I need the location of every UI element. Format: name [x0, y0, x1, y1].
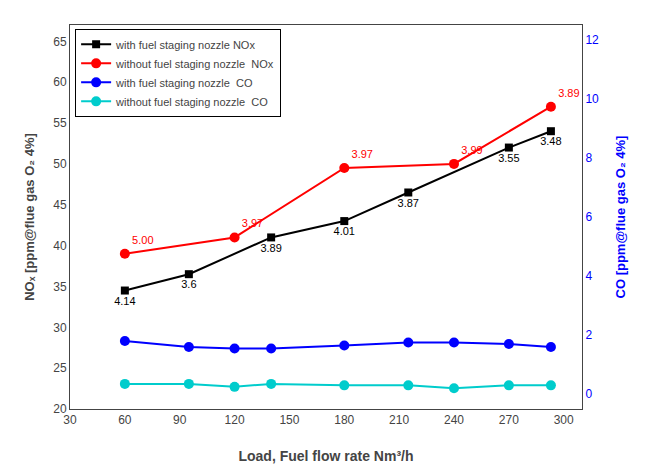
svg-text:12: 12 — [585, 33, 599, 47]
svg-text:Load, Fuel flow rate Nm³/h: Load, Fuel flow rate Nm³/h — [238, 448, 413, 464]
svg-text:50: 50 — [53, 157, 67, 171]
svg-text:3.6: 3.6 — [181, 278, 196, 290]
svg-text:2: 2 — [585, 328, 592, 342]
svg-text:25: 25 — [53, 361, 67, 375]
svg-text:60: 60 — [118, 413, 132, 427]
svg-text:3.97: 3.97 — [242, 217, 263, 229]
svg-text:8: 8 — [585, 151, 592, 165]
svg-text:150: 150 — [279, 413, 299, 427]
svg-text:300: 300 — [554, 413, 574, 427]
svg-text:0: 0 — [585, 387, 592, 401]
svg-text:with fuel staging nozzle CO: with fuel staging nozzle CO — [115, 77, 253, 89]
svg-text:4.14: 4.14 — [114, 295, 135, 307]
svg-text:180: 180 — [334, 413, 354, 427]
svg-text:10: 10 — [585, 92, 599, 106]
svg-text:240: 240 — [444, 413, 464, 427]
svg-text:210: 210 — [389, 413, 409, 427]
svg-text:40: 40 — [53, 239, 67, 253]
svg-text:120: 120 — [225, 413, 245, 427]
svg-text:30: 30 — [53, 321, 67, 335]
svg-text:NOₓ [ppm@flue gas O₂ 4%]: NOₓ [ppm@flue gas O₂ 4%] — [22, 133, 37, 301]
svg-text:65: 65 — [53, 35, 67, 49]
svg-text:3.55: 3.55 — [498, 152, 519, 164]
svg-text:CO [ppm@flue gas O₂ 4%]: CO [ppm@flue gas O₂ 4%] — [613, 136, 628, 299]
svg-text:3.87: 3.87 — [398, 197, 419, 209]
svg-text:45: 45 — [53, 198, 67, 212]
svg-text:90: 90 — [173, 413, 187, 427]
svg-text:3.99: 3.99 — [461, 144, 482, 156]
svg-text:4.01: 4.01 — [334, 225, 355, 237]
svg-text:30: 30 — [63, 413, 77, 427]
svg-text:3.97: 3.97 — [352, 148, 373, 160]
svg-text:60: 60 — [53, 75, 67, 89]
svg-text:3.89: 3.89 — [558, 87, 579, 99]
svg-text:3.48: 3.48 — [540, 135, 561, 147]
svg-text:35: 35 — [53, 280, 67, 294]
svg-text:6: 6 — [585, 210, 592, 224]
svg-text:with fuel staging nozzle NOx: with fuel staging nozzle NOx — [115, 39, 255, 51]
svg-text:5.00: 5.00 — [132, 234, 153, 246]
svg-text:20: 20 — [53, 402, 67, 416]
svg-text:without fuel staging nozzle N: without fuel staging nozzle NOx — [115, 58, 274, 70]
svg-text:4: 4 — [585, 269, 592, 283]
svg-text:55: 55 — [53, 116, 67, 130]
svg-text:270: 270 — [499, 413, 519, 427]
svg-text:without fuel staging nozzle C: without fuel staging nozzle CO — [115, 96, 268, 108]
svg-text:3.89: 3.89 — [260, 242, 281, 254]
